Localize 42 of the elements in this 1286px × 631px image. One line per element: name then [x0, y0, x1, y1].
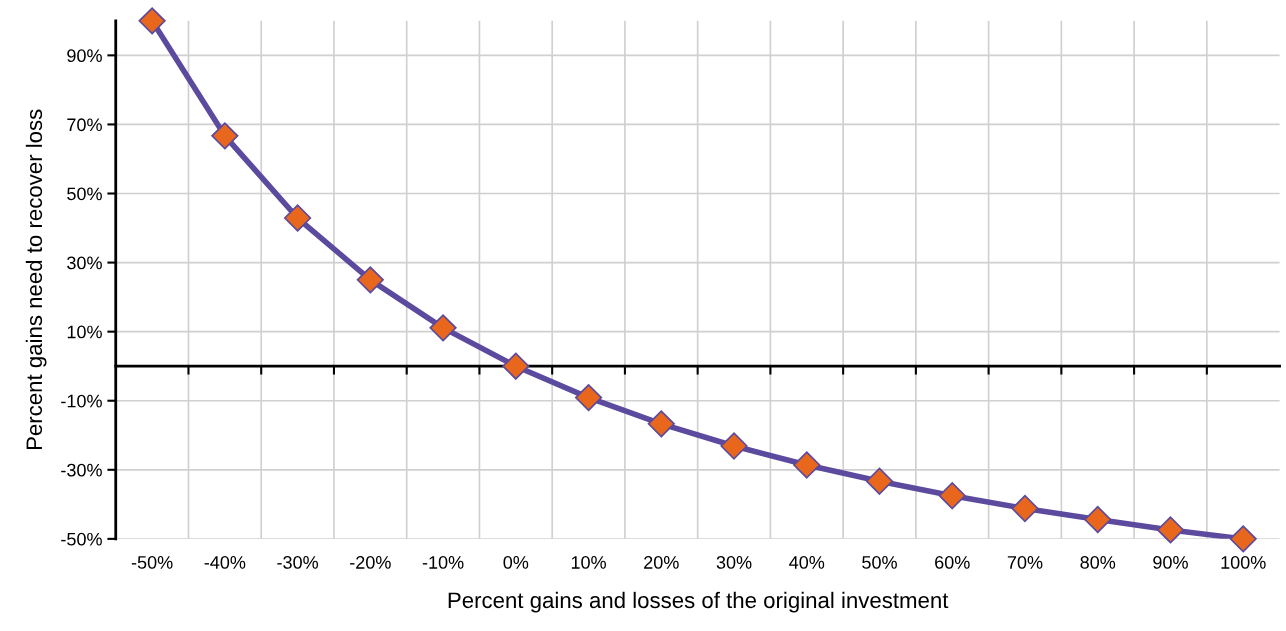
point: [720, 432, 748, 460]
x-tick-label: -10%: [422, 556, 464, 569]
x-tick-label: 70%: [1007, 556, 1043, 569]
x-tick-label: 30%: [716, 556, 752, 569]
x-tick-label: 60%: [935, 556, 970, 569]
x-axis-title: Percent gains and losses of the original investment: [448, 591, 949, 613]
y-tick-label: 10%: [67, 325, 102, 339]
x-tick-label: -30%: [277, 556, 319, 569]
x-tick-label: 10%: [571, 556, 606, 569]
x-tick-label: -50%: [131, 556, 173, 569]
x-tick-label: -20%: [350, 556, 391, 569]
y-tick-label: 70%: [67, 118, 102, 132]
point: [1229, 525, 1257, 553]
y-axis-title: Percent gains need to recover loss: [25, 109, 47, 450]
point: [574, 384, 603, 412]
x-tick-label: 90%: [1153, 556, 1188, 569]
y-tick-label: -10%: [61, 394, 102, 408]
point: [138, 7, 166, 35]
x-tick-label: 40%: [789, 556, 825, 569]
point: [211, 122, 239, 150]
point: [283, 204, 312, 232]
point: [793, 451, 821, 479]
y-tick-label: -30%: [61, 463, 102, 477]
x-tick-label: 0%: [503, 556, 529, 569]
point: [1084, 505, 1112, 534]
point: [502, 352, 530, 380]
x-tick-label: 100%: [1221, 556, 1266, 569]
point: [429, 314, 457, 342]
x-tick-label: -40%: [204, 556, 246, 569]
point: [647, 410, 675, 438]
y-tick-label: -50%: [61, 532, 102, 546]
y-tick-label: 50%: [67, 187, 102, 201]
point: [938, 482, 966, 510]
x-tick-label: 80%: [1080, 556, 1116, 569]
y-tick-label: 90%: [67, 49, 102, 63]
x-tick-label: 20%: [644, 556, 679, 569]
x-tick-label: 50%: [862, 556, 897, 569]
point: [865, 467, 894, 495]
y-tick-label: 30%: [67, 256, 102, 270]
point: [1156, 516, 1185, 544]
point: [356, 266, 384, 294]
point: [1011, 494, 1039, 523]
